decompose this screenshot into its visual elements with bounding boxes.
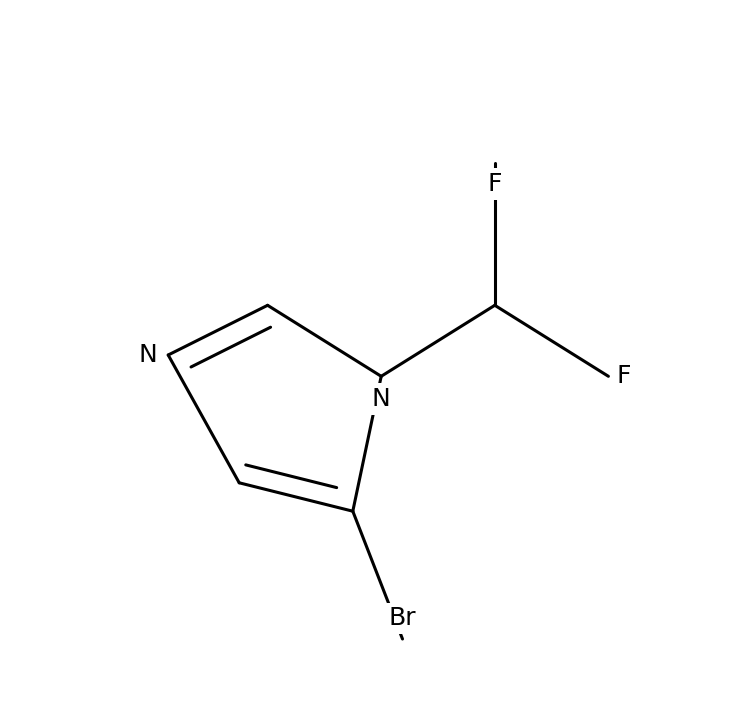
Text: Br: Br bbox=[389, 606, 416, 630]
Text: F: F bbox=[487, 172, 502, 196]
Text: N: N bbox=[372, 387, 390, 411]
Text: N: N bbox=[139, 343, 158, 367]
Text: F: F bbox=[617, 364, 631, 388]
